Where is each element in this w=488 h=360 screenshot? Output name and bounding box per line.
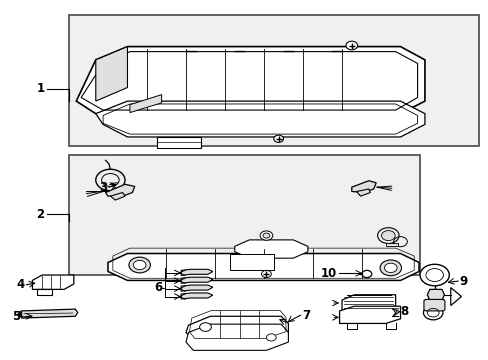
Polygon shape (450, 288, 461, 306)
FancyBboxPatch shape (423, 300, 444, 311)
Bar (385, 243, 397, 246)
Text: 10: 10 (320, 267, 336, 280)
Circle shape (381, 230, 394, 240)
Text: 5: 5 (12, 310, 20, 324)
Polygon shape (157, 137, 200, 148)
Polygon shape (181, 277, 212, 283)
Text: 4: 4 (17, 278, 25, 291)
Text: 3: 3 (99, 181, 107, 194)
Text: 9: 9 (458, 275, 467, 288)
Circle shape (345, 41, 357, 50)
Text: 1: 1 (37, 82, 44, 95)
Circle shape (423, 306, 442, 320)
Polygon shape (181, 293, 212, 299)
Polygon shape (351, 181, 375, 193)
Polygon shape (108, 253, 418, 280)
Polygon shape (110, 193, 125, 200)
Polygon shape (19, 309, 78, 318)
Text: 2: 2 (37, 208, 44, 221)
Circle shape (199, 323, 211, 331)
Text: 7: 7 (302, 309, 309, 322)
Circle shape (361, 270, 371, 278)
Circle shape (261, 270, 271, 278)
Polygon shape (181, 269, 212, 275)
Polygon shape (234, 240, 307, 258)
Polygon shape (341, 295, 395, 311)
Polygon shape (105, 184, 135, 196)
Polygon shape (37, 289, 52, 295)
Polygon shape (427, 289, 444, 300)
Circle shape (419, 264, 448, 286)
Polygon shape (339, 306, 400, 323)
Bar (69, 155, 419, 275)
Circle shape (384, 263, 396, 273)
Polygon shape (96, 46, 127, 101)
Polygon shape (181, 285, 212, 291)
Text: 6: 6 (154, 281, 162, 294)
Polygon shape (76, 46, 424, 114)
Circle shape (260, 231, 272, 240)
Polygon shape (96, 101, 424, 137)
Circle shape (129, 257, 150, 273)
Circle shape (379, 260, 401, 276)
Polygon shape (185, 316, 288, 341)
Text: 8: 8 (400, 305, 408, 318)
Bar (69, 15, 478, 146)
Polygon shape (185, 324, 288, 350)
Circle shape (273, 135, 283, 142)
Circle shape (133, 260, 146, 270)
Polygon shape (356, 189, 369, 196)
Polygon shape (32, 275, 74, 289)
Circle shape (263, 233, 269, 238)
Circle shape (266, 334, 276, 341)
Bar (229, 254, 273, 270)
Polygon shape (130, 95, 161, 113)
